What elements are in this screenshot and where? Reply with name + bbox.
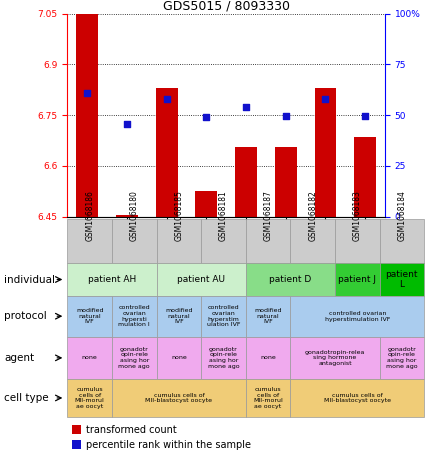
Text: controlled
ovarian
hyperstim
ulation IVF: controlled ovarian hyperstim ulation IVF <box>206 305 240 328</box>
Text: modified
natural
IVF: modified natural IVF <box>76 308 103 324</box>
Text: modified
natural
IVF: modified natural IVF <box>254 308 281 324</box>
Text: agent: agent <box>4 353 34 363</box>
Text: gonadotr
opin-rele
asing hor
mone ago: gonadotr opin-rele asing hor mone ago <box>118 347 150 369</box>
Text: GSM1068187: GSM1068187 <box>263 190 272 241</box>
Text: cell type: cell type <box>4 393 49 403</box>
Bar <box>353 137 375 217</box>
Point <box>84 89 91 96</box>
Text: none: none <box>171 355 186 361</box>
Text: controlled ovarian
hyperstimulation IVF: controlled ovarian hyperstimulation IVF <box>324 311 389 322</box>
Text: GSM1068182: GSM1068182 <box>307 190 316 241</box>
Text: GSM1068180: GSM1068180 <box>129 190 138 241</box>
Bar <box>76 14 98 217</box>
Text: patient D: patient D <box>269 275 311 284</box>
Point <box>242 103 249 110</box>
Point <box>321 96 328 103</box>
Text: gonadotr
opin-rele
asing hor
mone ago: gonadotr opin-rele asing hor mone ago <box>207 347 239 369</box>
Text: GSM1068185: GSM1068185 <box>174 190 183 241</box>
Bar <box>235 147 256 217</box>
Text: cumulus cells of
MII-blastocyst oocyte: cumulus cells of MII-blastocyst oocyte <box>145 393 212 403</box>
Text: transformed count: transformed count <box>85 424 176 435</box>
Text: cumulus cells of
MII-blastocyst oocyte: cumulus cells of MII-blastocyst oocyte <box>323 393 390 403</box>
Text: patient AH: patient AH <box>88 275 136 284</box>
Text: modified
natural
IVF: modified natural IVF <box>165 308 192 324</box>
Text: protocol: protocol <box>4 311 47 321</box>
Title: GDS5015 / 8093330: GDS5015 / 8093330 <box>162 0 289 12</box>
Point <box>202 113 209 120</box>
Point <box>123 120 130 127</box>
Text: percentile rank within the sample: percentile rank within the sample <box>85 439 250 450</box>
Text: GSM1068186: GSM1068186 <box>85 190 94 241</box>
Text: patient AU: patient AU <box>177 275 225 284</box>
Text: patient J: patient J <box>338 275 375 284</box>
Point <box>282 112 289 119</box>
Text: cumulus
cells of
MII-morul
ae oocyt: cumulus cells of MII-morul ae oocyt <box>253 387 282 409</box>
Bar <box>116 215 138 217</box>
Bar <box>314 88 335 217</box>
Text: patient
L: patient L <box>385 270 417 289</box>
Text: controlled
ovarian
hypersti
mulation I: controlled ovarian hypersti mulation I <box>118 305 150 328</box>
Text: none: none <box>82 355 97 361</box>
Text: gonadotr
opin-rele
asing hor
mone ago: gonadotr opin-rele asing hor mone ago <box>385 347 417 369</box>
Point <box>163 95 170 102</box>
Text: gonadotropin-relea
sing hormone
antagonist: gonadotropin-relea sing hormone antagoni… <box>304 350 364 366</box>
Text: cumulus
cells of
MII-morul
ae oocyt: cumulus cells of MII-morul ae oocyt <box>75 387 104 409</box>
Point <box>361 112 368 119</box>
Text: individual: individual <box>4 275 55 284</box>
Text: GSM1068184: GSM1068184 <box>396 190 405 241</box>
Text: none: none <box>260 355 275 361</box>
Bar <box>155 88 177 217</box>
Bar <box>195 191 217 217</box>
Text: GSM1068183: GSM1068183 <box>352 190 361 241</box>
Text: GSM1068181: GSM1068181 <box>218 190 227 241</box>
Bar <box>274 147 296 217</box>
